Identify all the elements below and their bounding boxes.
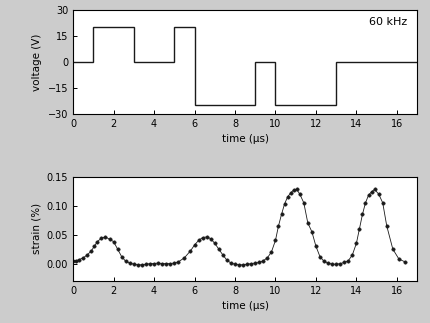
X-axis label: time (μs): time (μs) [221,301,269,311]
Y-axis label: voltage (V): voltage (V) [32,33,42,90]
Text: 60 kHz: 60 kHz [369,17,407,27]
X-axis label: time (μs): time (μs) [221,134,269,144]
Y-axis label: strain (%): strain (%) [31,203,41,255]
